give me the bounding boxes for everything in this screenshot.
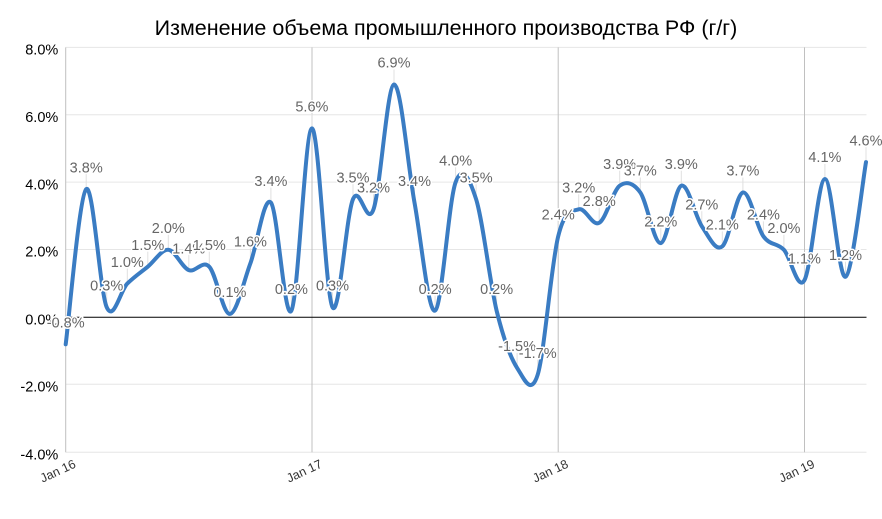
svg-text:0.1%: 0.1% [213,285,246,301]
svg-text:2.1%: 2.1% [706,218,739,234]
svg-text:4.1%: 4.1% [808,150,841,166]
svg-text:2.2%: 2.2% [644,214,677,230]
svg-text:1.6%: 1.6% [234,235,267,251]
svg-text:0.3%: 0.3% [316,278,349,294]
svg-text:0.2%: 0.2% [480,282,513,298]
svg-text:2.7%: 2.7% [685,197,718,213]
svg-text:4.6%: 4.6% [849,133,882,149]
svg-text:1.1%: 1.1% [788,251,821,267]
svg-text:1.2%: 1.2% [829,248,862,264]
svg-text:4.0%: 4.0% [25,177,58,193]
svg-text:4.0%: 4.0% [439,154,472,170]
svg-text:3.2%: 3.2% [357,181,390,197]
svg-text:5.6%: 5.6% [295,100,328,116]
svg-text:6.0%: 6.0% [25,110,58,126]
svg-text:3.4%: 3.4% [398,174,431,190]
svg-text:0.2%: 0.2% [419,282,452,298]
svg-text:Изменение объема промышленного: Изменение объема промышленного производс… [155,16,738,40]
svg-text:3.5%: 3.5% [460,170,493,186]
svg-text:2.0%: 2.0% [152,221,185,237]
svg-text:0.0%: 0.0% [25,313,58,329]
svg-text:-4.0%: -4.0% [20,448,58,464]
svg-text:1.5%: 1.5% [193,238,226,254]
svg-text:2.0%: 2.0% [25,245,58,261]
svg-text:1.0%: 1.0% [111,255,144,271]
svg-text:6.9%: 6.9% [377,56,410,72]
svg-text:-1.5%: -1.5% [498,339,536,355]
svg-text:3.7%: 3.7% [624,164,657,180]
svg-text:2.4%: 2.4% [542,208,575,224]
svg-text:3.9%: 3.9% [603,157,636,173]
svg-text:3.8%: 3.8% [70,160,103,176]
svg-text:3.4%: 3.4% [254,174,287,190]
svg-text:-0.8%: -0.8% [47,316,85,332]
svg-text:-1.7%: -1.7% [519,346,557,362]
svg-text:3.5%: 3.5% [336,170,369,186]
svg-text:0.2%: 0.2% [275,282,308,298]
svg-text:2.0%: 2.0% [767,221,800,237]
svg-text:3.2%: 3.2% [562,181,595,197]
svg-text:2.4%: 2.4% [747,208,780,224]
svg-text:1.4%: 1.4% [172,241,205,257]
svg-text:-2.0%: -2.0% [20,379,58,395]
svg-text:3.9%: 3.9% [665,157,698,173]
svg-text:1.5%: 1.5% [131,238,164,254]
svg-text:8.0%: 8.0% [25,43,58,59]
svg-text:3.7%: 3.7% [726,164,759,180]
svg-text:0.3%: 0.3% [90,278,123,294]
svg-text:2.8%: 2.8% [583,194,616,210]
